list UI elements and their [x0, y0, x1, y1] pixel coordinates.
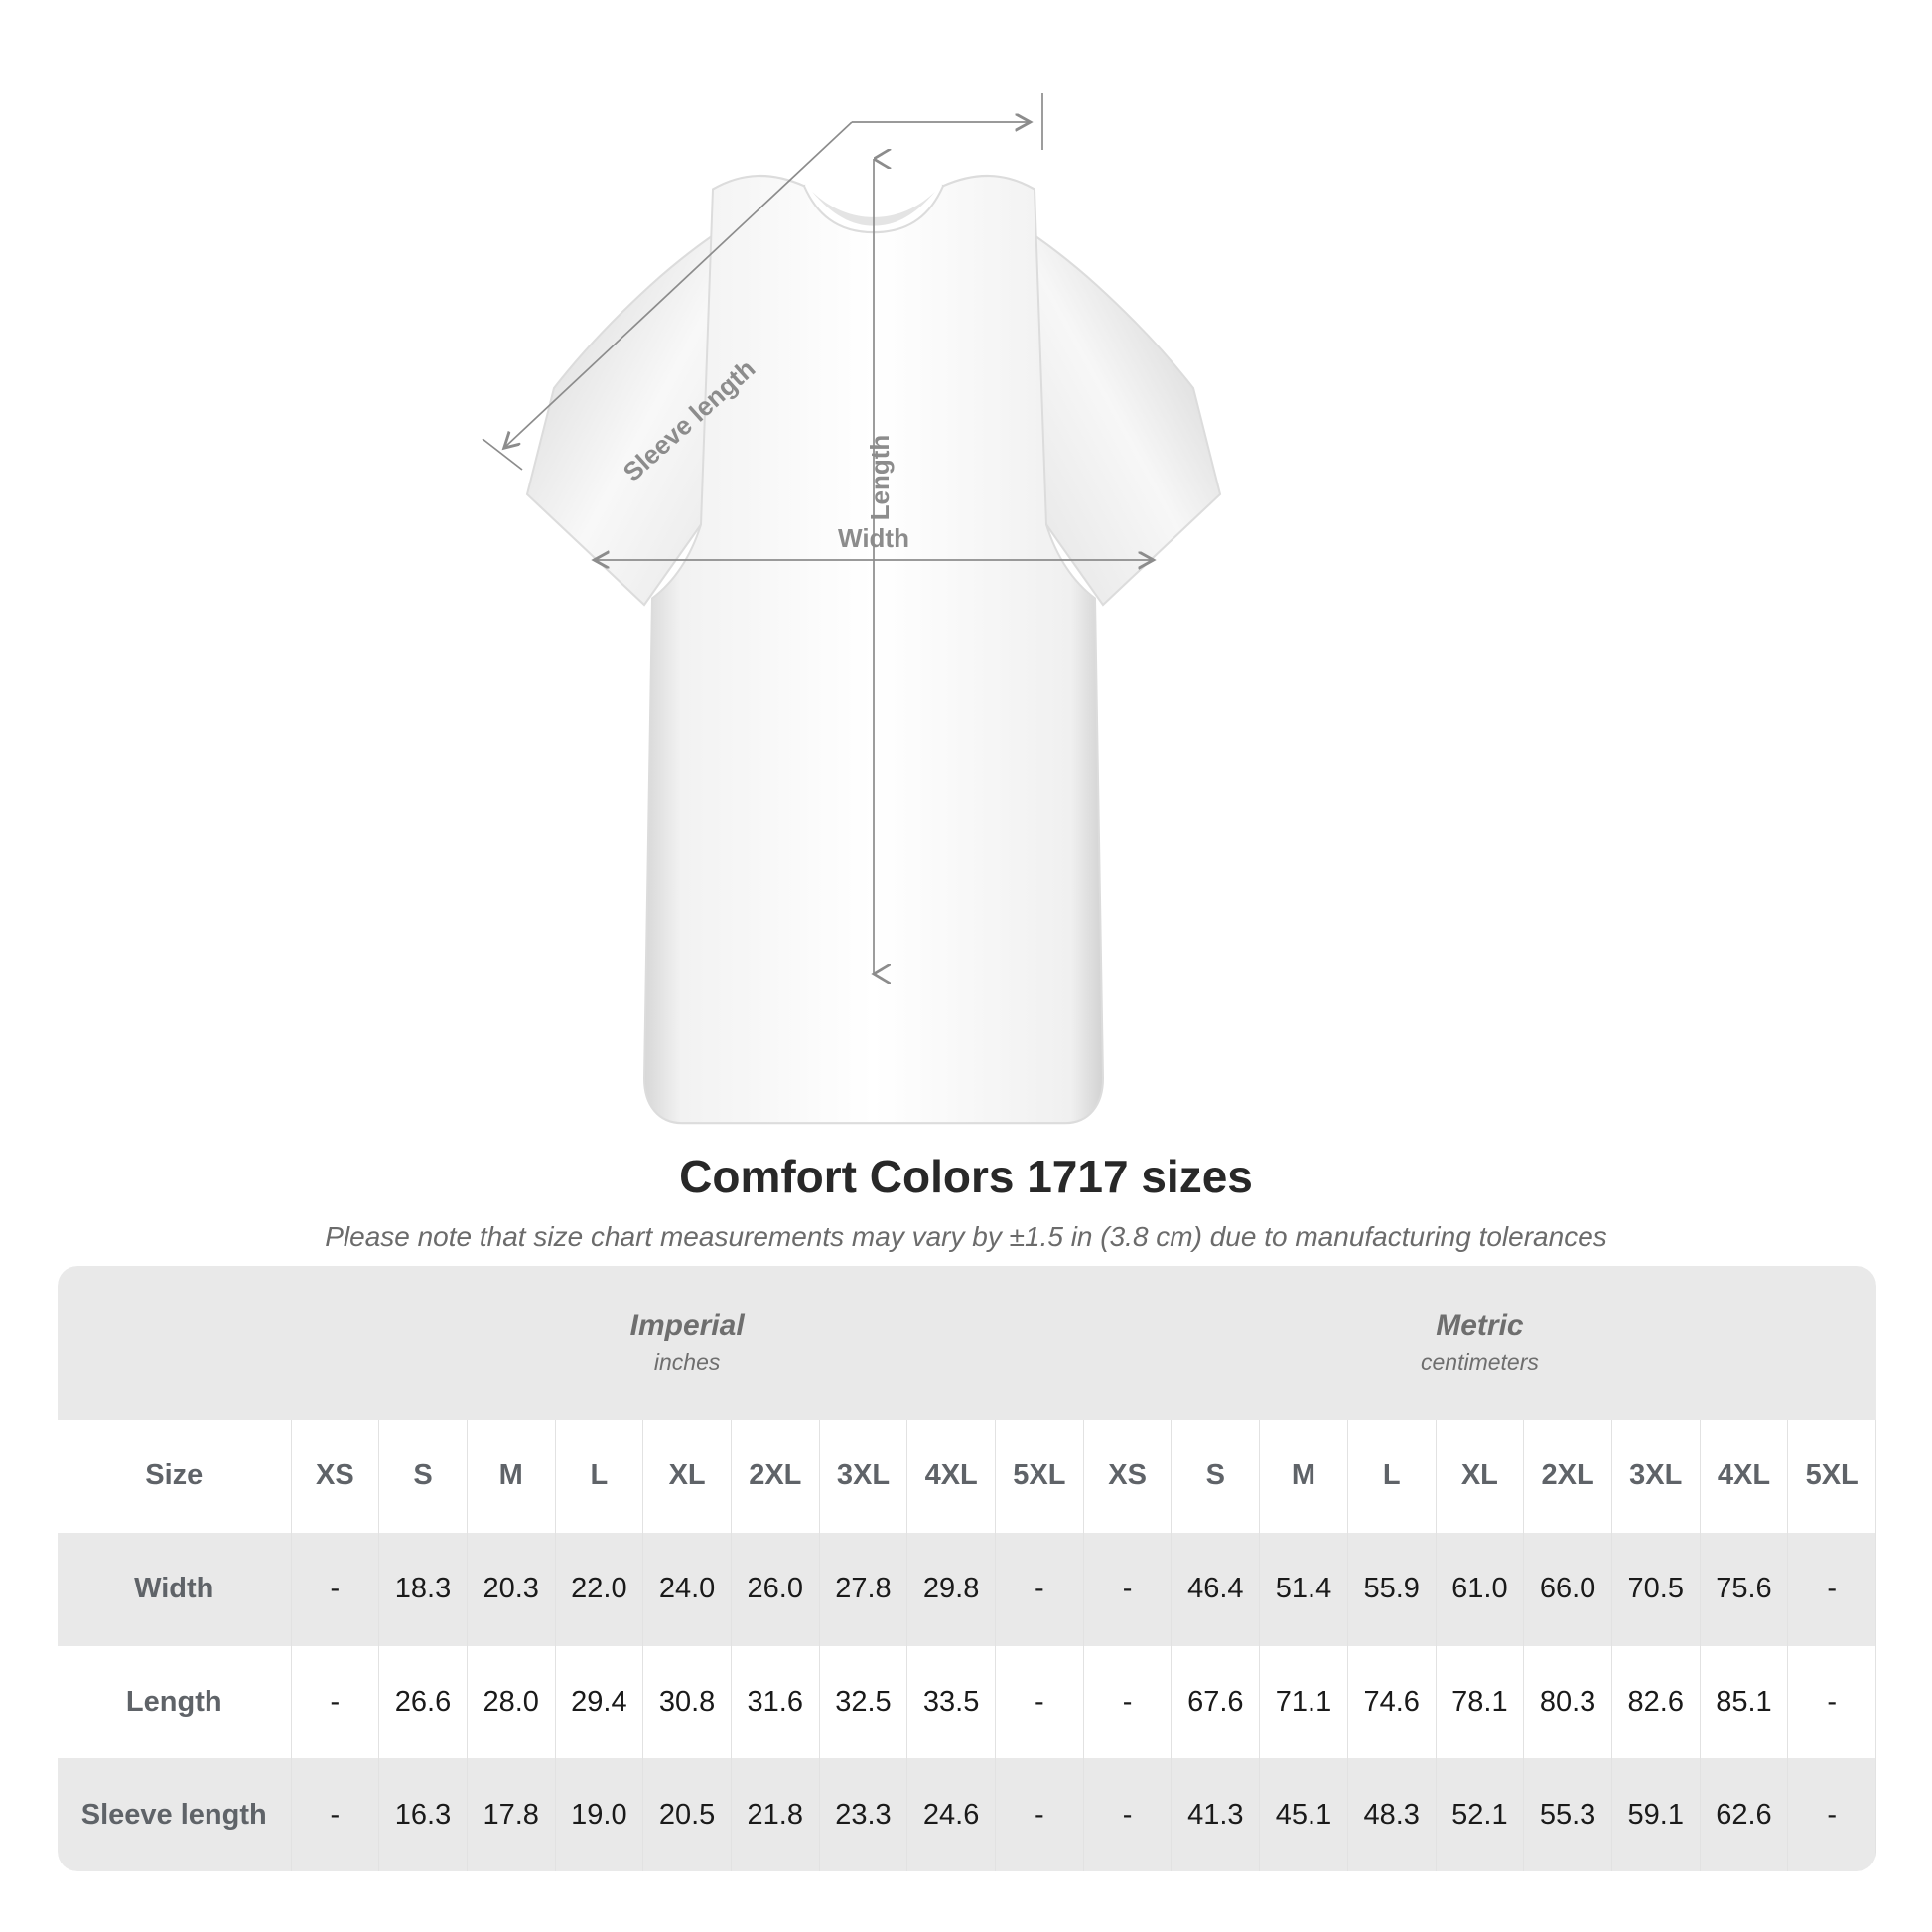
svg-text:Width: Width — [838, 523, 909, 553]
svg-text:Length: Length — [865, 435, 895, 521]
